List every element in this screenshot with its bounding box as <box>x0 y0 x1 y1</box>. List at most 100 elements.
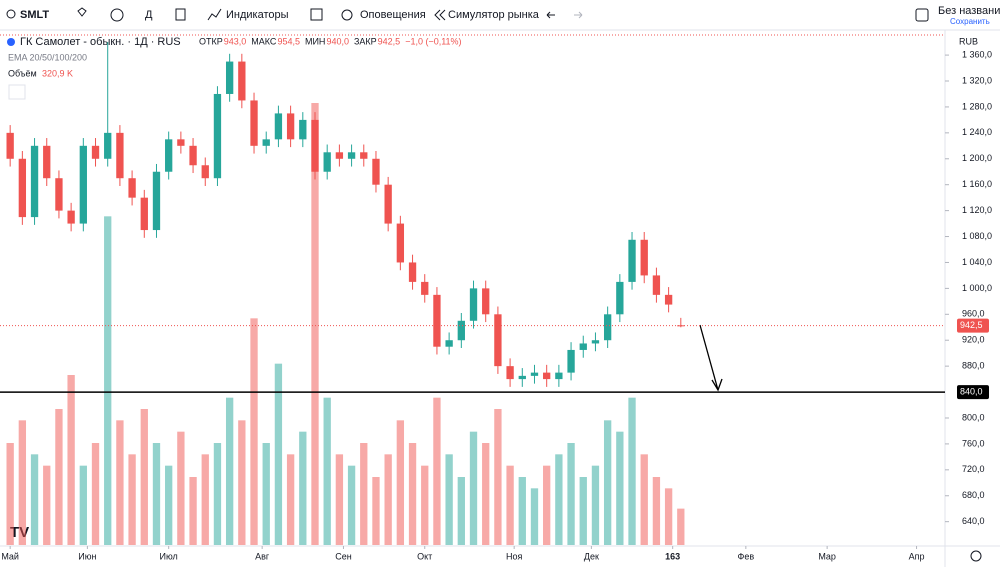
candle-body <box>262 139 270 146</box>
layout-checkbox[interactable] <box>915 8 929 22</box>
volume-bar <box>323 397 331 545</box>
candle-body <box>433 294 441 347</box>
candle-body <box>360 152 368 159</box>
settings-icon[interactable] <box>970 550 982 562</box>
candle-body <box>518 375 526 380</box>
candle-body <box>445 340 453 347</box>
candle-body <box>396 223 405 263</box>
volume-bar <box>165 465 173 545</box>
candle-body <box>408 262 417 282</box>
volume-bar <box>628 397 636 545</box>
volume-bar <box>591 465 600 545</box>
alerts-button[interactable]: Оповещения <box>360 9 426 21</box>
candle-body <box>225 61 234 94</box>
x-tick-label: Июн <box>78 551 96 561</box>
candle-body <box>238 61 246 101</box>
y-tick-label: 760,0 <box>962 438 985 448</box>
volume-caption: Объём <box>8 68 37 78</box>
candle-body <box>335 152 344 159</box>
volume-bar <box>6 443 14 545</box>
x-tick-label: Мар <box>818 551 836 561</box>
candle-body <box>567 349 575 373</box>
interval[interactable]: Д <box>145 9 153 21</box>
ohlc-value: 943,0 <box>224 36 247 46</box>
volume-bar <box>104 216 112 546</box>
volume-bar <box>79 465 87 545</box>
volume-bar <box>677 508 685 545</box>
volume-bar <box>299 431 307 545</box>
volume-bar <box>225 397 234 545</box>
x-tick-label: 163 <box>665 551 680 561</box>
volume-bar <box>494 409 502 545</box>
alert-icon[interactable] <box>341 9 353 21</box>
symbol-logo <box>7 38 15 46</box>
volume-bar <box>347 465 356 545</box>
volume-bar <box>421 465 429 545</box>
layout-name[interactable]: Без названия <box>938 5 1000 17</box>
ohlc-value: 940,0 <box>326 36 349 46</box>
volume-bar <box>360 443 368 545</box>
candle-body <box>640 239 648 276</box>
volume-bar <box>67 375 75 545</box>
candle-body <box>652 275 661 295</box>
volume-bar <box>18 420 27 545</box>
y-tick-label: 1 160,0 <box>962 179 992 189</box>
symbol[interactable]: SMLT <box>20 9 49 21</box>
compare-icon[interactable] <box>110 8 124 22</box>
candle-body <box>152 171 161 231</box>
volume-bar <box>567 443 575 545</box>
volume-bar <box>408 443 417 545</box>
volume-bar <box>433 397 441 545</box>
candle-body <box>628 239 636 282</box>
candle-body <box>603 314 612 341</box>
ohlc-caption: ЗАКР <box>354 36 377 46</box>
volume-bar <box>128 454 136 545</box>
replay-button[interactable]: Симулятор рынка <box>448 9 540 21</box>
x-tick-label: Авг <box>255 551 270 561</box>
volume-bar <box>238 420 246 545</box>
favorites-icon[interactable] <box>77 7 87 17</box>
candle-body <box>189 145 197 166</box>
candle-body <box>177 139 185 146</box>
volume-bar <box>116 420 124 545</box>
candle-body <box>91 145 100 159</box>
volume-bar <box>30 454 39 545</box>
candle-body <box>250 100 258 146</box>
candle-body <box>591 340 600 344</box>
volume-bar <box>335 454 344 545</box>
y-tick-label: 1 120,0 <box>962 205 992 215</box>
y-tick-label: 1 320,0 <box>962 75 992 85</box>
candle-body <box>43 145 51 179</box>
x-tick-label: Окт <box>417 551 432 561</box>
ohlc-caption: МАКС <box>251 36 277 46</box>
collapse-legend[interactable] <box>8 84 26 100</box>
y-tick-label: 680,0 <box>962 490 985 500</box>
redo[interactable] <box>574 11 583 19</box>
candle-body <box>67 210 75 224</box>
volume-bar <box>530 488 539 545</box>
volume-bar <box>262 443 270 545</box>
search-icon[interactable] <box>6 9 16 19</box>
y-tick-label: 1 000,0 <box>962 283 992 293</box>
candle-body <box>347 152 356 159</box>
chart-type-icon[interactable] <box>175 8 186 21</box>
x-tick-label: Дек <box>584 551 599 561</box>
y-tick-label: 640,0 <box>962 516 985 526</box>
volume-value: 320,9 K <box>42 68 73 78</box>
currency[interactable]: RUB <box>959 36 978 46</box>
toolbar <box>0 0 1000 30</box>
volume-bar <box>250 318 258 545</box>
indicators-icon[interactable] <box>207 8 222 21</box>
volume-bar <box>664 488 673 545</box>
y-tick-label: 1 240,0 <box>962 127 992 137</box>
last-price-label: 942,5 <box>960 320 983 330</box>
indicators-button[interactable]: Индикаторы <box>226 9 289 21</box>
x-tick-label: Апр <box>909 551 925 561</box>
y-tick-label: 880,0 <box>962 361 985 371</box>
replay-icon[interactable] <box>434 9 446 21</box>
candle-body <box>543 372 551 380</box>
layouts-icon[interactable] <box>310 8 323 21</box>
volume-bar <box>189 477 197 545</box>
candle-body <box>323 152 331 172</box>
undo[interactable] <box>546 11 555 19</box>
